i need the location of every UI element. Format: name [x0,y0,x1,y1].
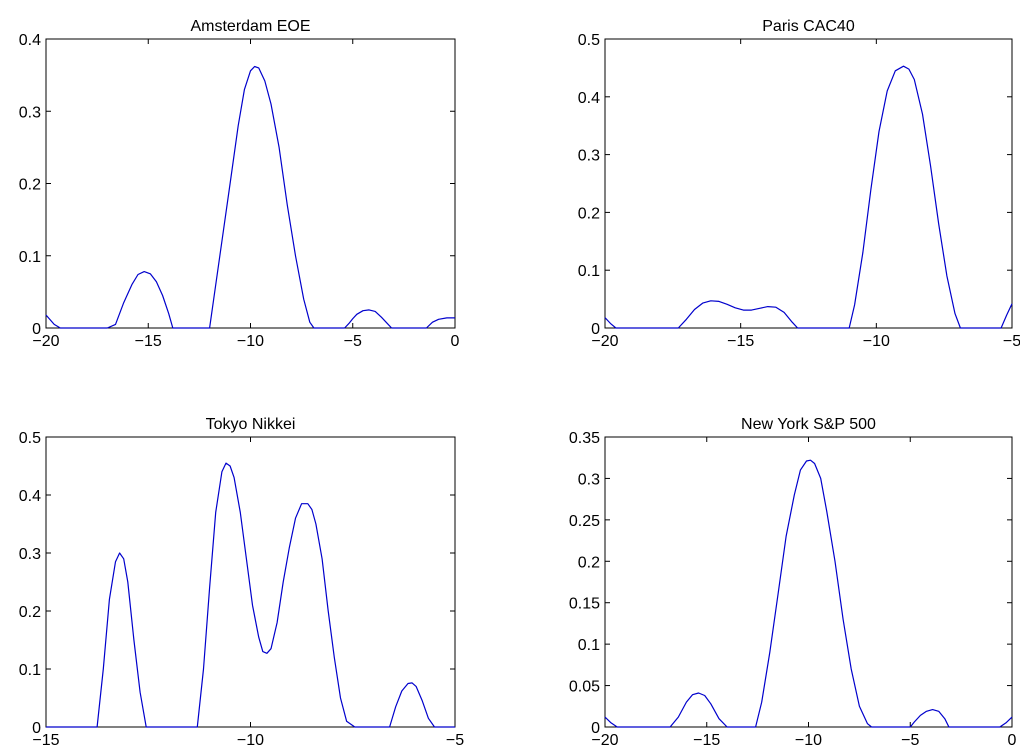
x-tick-label: −5 [901,732,919,749]
subplot-title: Tokyo Nikkei [206,416,296,433]
x-tick-label: −15 [693,732,720,749]
axes-frame [45,436,456,728]
y-tick-label: 0.3 [19,104,41,121]
y-tick-label: 0 [591,321,600,338]
y-tick-label: 0.1 [19,249,41,266]
y-tick-label: 0.3 [19,546,41,563]
x-tick-label: −5 [446,732,464,749]
series-line [46,462,455,728]
x-tick-label: 0 [1008,732,1017,749]
y-tick-label: 0.1 [578,263,600,280]
subplot-paris-cac40: Paris CAC40 −20 −15 −10 −5 0 0.1 0.2 0.3 0.4 0.5 [578,18,1020,350]
y-tick-label: 0.2 [19,177,41,194]
y-tick-label: 0.1 [19,662,41,679]
series-line [604,65,1013,329]
x-tick-label: −15 [135,333,162,350]
series-line [604,459,1013,728]
y-tick-label: 0.15 [569,596,600,613]
x-tick-label: −10 [795,732,822,749]
y-tick-label: 0.35 [569,430,600,447]
y-tick-label: 0.3 [578,148,600,165]
y-tick-label: 0.2 [578,554,600,571]
y-tick-label: 0.3 [578,471,600,488]
y-tick-label: 0.2 [578,205,600,222]
subplot-tokyo-nikkei: Tokyo Nikkei −15 −10 −5 0 0.1 0.2 0.3 0.4 0.5 [19,416,464,749]
axes-frame [604,436,1013,728]
x-tick-label: −15 [727,333,754,350]
subplot-title: Amsterdam EOE [190,18,310,35]
y-tick-label: 0.05 [569,679,600,696]
y-tick-label: 0.2 [19,604,41,621]
y-tick-label: 0 [32,321,41,338]
y-tick-label: 0.1 [578,637,600,654]
x-tick-label: −20 [591,333,618,350]
y-tick-label: 0.25 [569,513,600,530]
x-tick-label: 0 [451,333,460,350]
axes-frame [604,38,1013,329]
x-tick-label: −20 [32,333,59,350]
subplot-new-york-sp500: New York S&P 500 −20 −15 −10 −5 0 0 0.05 0.1 0.15… [569,416,1017,749]
y-tick-label: 0.4 [578,90,600,107]
x-tick-label: −10 [237,333,264,350]
x-tick-label: −15 [32,732,59,749]
y-tick-label: 0 [32,720,41,737]
subplot-title: Paris CAC40 [762,18,855,35]
series-line [45,65,455,329]
y-tick-label: 0 [591,720,600,737]
x-tick-label: −20 [591,732,618,749]
axes-frame [45,38,456,329]
y-tick-label: 0.4 [19,32,41,49]
x-tick-label: −5 [344,333,362,350]
x-tick-label: −5 [1003,333,1020,350]
y-tick-label: 0.5 [19,430,41,447]
subplot-title: New York S&P 500 [741,416,876,433]
subplot-amsterdam-eoe: Amsterdam EOE −20 −15 −10 −5 0 0 0.1 0.2 0.3 0.4 [19,18,460,350]
y-tick-label: 0.5 [578,32,600,49]
x-tick-label: −10 [863,333,890,350]
y-tick-label: 0.4 [19,488,41,505]
x-tick-label: −10 [237,732,264,749]
